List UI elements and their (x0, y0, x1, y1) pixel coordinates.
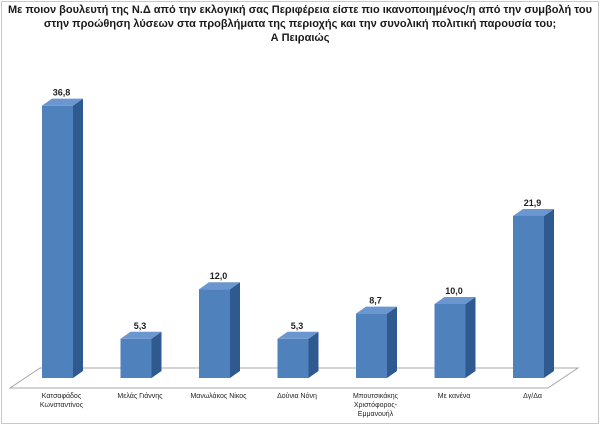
category-label-1-line-2: Κωνσταντίνος (40, 401, 84, 409)
bar-side-6 (465, 297, 476, 378)
bar-4 (277, 338, 309, 378)
category-label-5: Μπουτσικάκης Χριστόφορος- Εμμανουήλ (353, 392, 399, 418)
bar-top-4 (277, 331, 319, 339)
category-label-4-line-1: Δούνια Νόνη (277, 392, 317, 400)
category-label-4: Δούνια Νόνη (277, 392, 317, 400)
bar-top-5 (356, 306, 397, 314)
data-label-4: 5,3 (291, 321, 304, 331)
bar-7 (513, 215, 544, 378)
bar-2 (120, 338, 152, 378)
chart-title-line-1: Με ποιον βουλευτή της Ν.Δ από την εκλογι… (7, 4, 593, 16)
bar-3 (199, 289, 230, 378)
data-label-6: 10,0 (445, 286, 463, 296)
bar-side-5 (387, 306, 397, 378)
category-label-5-line-2: Χριστόφορος- (354, 401, 398, 409)
bar-top-2 (120, 331, 162, 339)
category-label-7: Δγ/Δα (523, 393, 542, 400)
chart-title-line-3: Α Πειραιώς (270, 32, 330, 44)
category-label-6-line-1: Με κανένα (438, 392, 471, 400)
category-label-2: Μελάς Γιάννης (117, 392, 163, 400)
category-label-3-line-1: Μανωλάκος Νίκος (190, 392, 247, 400)
chart-title-line-2: στην προώθηση λύσεων στα προβλήματα της … (43, 18, 557, 30)
bar-side-7 (544, 208, 554, 378)
category-label-1-line-1: Κατσαφάδος (42, 392, 82, 400)
bar-top-6 (434, 297, 476, 304)
category-label-5-line-1: Μπουτσικάκης (353, 392, 399, 400)
bar-1 (42, 105, 73, 379)
category-label-6: Με κανένα (438, 392, 471, 400)
data-label-3: 12,0 (210, 271, 228, 281)
chart-title: Με ποιον βουλευτή της Ν.Δ από την εκλογι… (0, 3, 600, 45)
bar-5 (356, 313, 387, 378)
bar-top-7 (513, 208, 554, 216)
bar-side-3 (230, 282, 240, 378)
category-label-3: Μανωλάκος Νίκος (190, 392, 247, 400)
category-label-2-line-1: Μελάς Γιάννης (117, 392, 163, 400)
category-label-1: Κατσαφάδος Κωνσταντίνος (40, 392, 84, 409)
data-label-2: 5,3 (134, 321, 147, 331)
data-label-5: 8,7 (369, 296, 382, 306)
category-label-5-line-3: Εμμανουήλ (358, 411, 394, 418)
bar-side-2 (151, 331, 162, 378)
data-label-1: 36,8 (53, 88, 71, 98)
bar-top-1 (42, 98, 83, 106)
bar-side-4 (308, 331, 319, 378)
bar-6 (434, 304, 466, 378)
bar-top-3 (199, 282, 240, 290)
data-label-7: 21,9 (524, 198, 542, 208)
category-label-7-line-1: Δγ/Δα (523, 393, 542, 400)
bar-side-1 (73, 98, 83, 379)
